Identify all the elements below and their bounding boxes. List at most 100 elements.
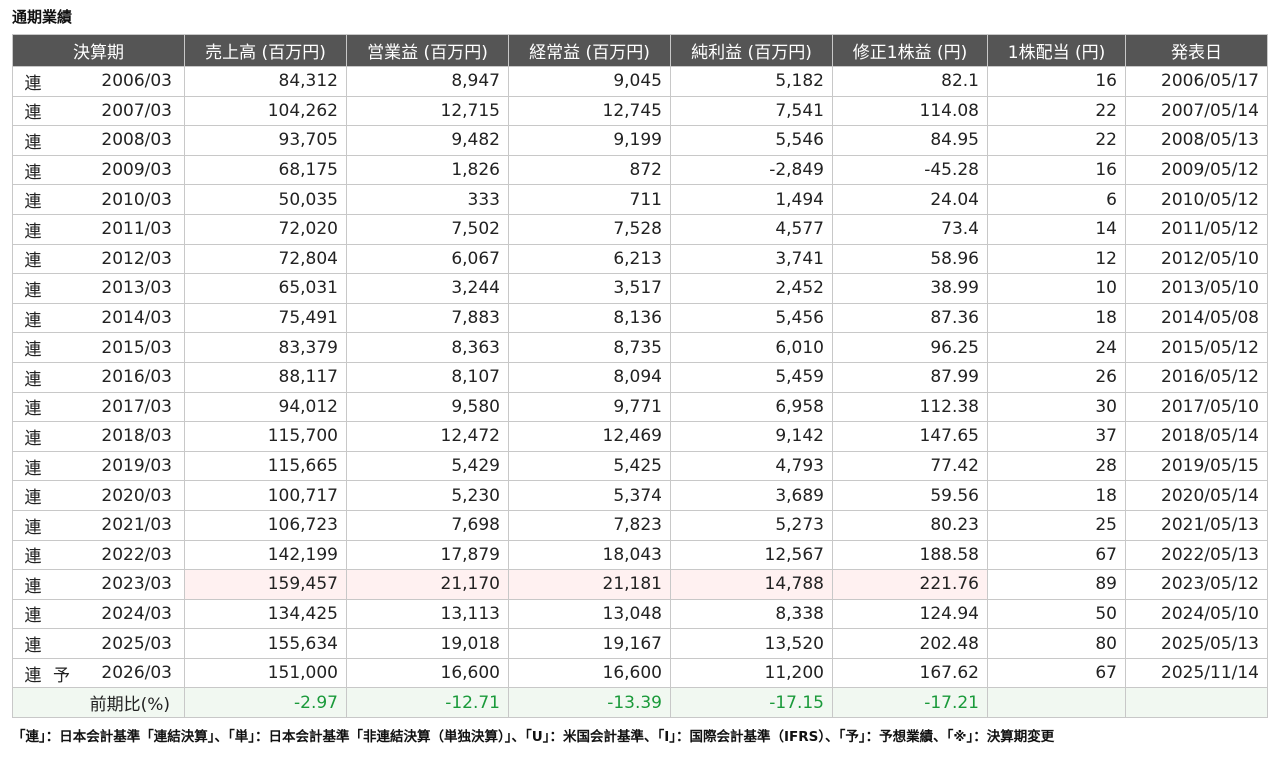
eps-cell: 202.48 [832,628,988,659]
accounting-type: 連 [24,458,42,479]
header-period[interactable]: 決算期 [12,34,185,67]
operating-income-cell: 16,600 [346,657,509,689]
table-row: 連 2017/03 94,012 9,580 9,771 6,958 112.38 30 201… [12,391,1268,423]
announce-date-cell: 2010/05/12 [1125,184,1268,215]
operating-income-cell: 5,429 [346,450,509,482]
eps-cell: 87.36 [832,302,988,334]
fiscal-period: 2024/03 [101,603,172,624]
operating-income-cell: 17,879 [346,539,509,571]
operating-income-cell: 5,230 [346,480,509,511]
period-cell: 連 2020/03 [12,480,185,511]
dividend-cell: 14 [987,213,1126,245]
dividend-cell: 67 [987,539,1126,571]
accounting-type: 連 [24,399,42,420]
annual-results-table: 決算期 売上高 (百万円) 営業益 (百万円) 経常益 (百万円) 純利益 (百… [12,34,1268,719]
announce-date-cell: 2021/05/13 [1125,509,1268,541]
period-cell: 連 2014/03 [12,302,185,334]
header-sales[interactable]: 売上高 (百万円) [184,34,347,67]
fiscal-period: 2016/03 [101,367,172,388]
table-row: 連 2023/03 159,457 21,170 21,181 14,788 221.76 8… [12,569,1268,600]
dividend-cell: 16 [987,154,1126,186]
period-cell: 連 2017/03 [12,391,185,423]
header-operating-income[interactable]: 営業益 (百万円) [346,34,509,67]
net-income-cell: 2,452 [670,273,833,304]
ordinary-income-cell: 7,528 [508,213,671,245]
announce-date-cell: 2013/05/10 [1125,273,1268,304]
dividend-cell: 25 [987,509,1126,541]
announce-date-cell: 2008/05/13 [1125,125,1268,156]
header-net-income[interactable]: 純利益 (百万円) [670,34,833,67]
dividend-cell: 26 [987,361,1126,393]
accounting-type: 連 [24,547,42,568]
ordinary-income-cell: 16,600 [508,657,671,689]
announce-date-cell: 2019/05/15 [1125,450,1268,482]
fiscal-period: 2012/03 [101,248,172,269]
forecast-mark: 予 [53,665,70,686]
period-cell: 連 2006/03 [12,66,185,97]
period-cell: 連 2012/03 [12,243,185,275]
fiscal-period: 2022/03 [101,544,172,565]
announce-date-cell: 2023/05/12 [1125,569,1268,600]
ordinary-income-cell: 12,469 [508,421,671,452]
fiscal-period: 2018/03 [101,426,172,447]
table-row: 連 2006/03 84,312 8,947 9,045 5,182 82.1 16 2006/… [12,66,1268,97]
fiscal-period: 2011/03 [101,219,172,240]
announce-date-cell: 2025/11/14 [1125,657,1268,689]
eps-cell: 82.1 [832,66,988,97]
header-dividend[interactable]: 1株配当 (円) [987,34,1126,67]
announce-date-cell: 2018/05/14 [1125,421,1268,452]
yoy-ratio-label: 前期比(%) [12,687,185,719]
net-income-cell: 5,273 [670,509,833,541]
accounting-type: 連 [24,636,42,657]
table-row: 連 2013/03 65,031 3,244 3,517 2,452 38.99 10 2013… [12,273,1268,304]
period-cell: 連 2009/03 [12,154,185,186]
table-header-row: 決算期 売上高 (百万円) 営業益 (百万円) 経常益 (百万円) 純利益 (百… [12,34,1268,67]
yoy-ratio-row: 前期比(%) -2.97 -12.71 -13.39 -17.15 -17.21 [12,687,1268,719]
fiscal-period: 2007/03 [101,100,172,121]
fiscal-period: 2008/03 [101,130,172,151]
yoy-dividend [987,687,1126,719]
operating-income-cell: 7,883 [346,302,509,334]
operating-income-cell: 12,472 [346,421,509,452]
fiscal-period: 2026/03 [101,663,172,684]
net-income-cell: 5,182 [670,66,833,97]
dividend-cell: 67 [987,657,1126,689]
yoy-eps: -17.21 [832,687,988,719]
accounting-type: 連 [24,192,42,213]
accounting-type: 連 [24,576,42,597]
eps-cell: 188.58 [832,539,988,571]
ordinary-income-cell: 7,823 [508,509,671,541]
fiscal-period: 2020/03 [101,485,172,506]
net-income-cell: 13,520 [670,628,833,659]
dividend-cell: 16 [987,66,1126,97]
ordinary-income-cell: 13,048 [508,598,671,630]
sales-cell: 151,000 [184,657,347,689]
yoy-ordinary-income: -13.39 [508,687,671,719]
ordinary-income-cell: 21,181 [508,569,671,600]
accounting-type: 連 [24,369,42,390]
period-cell: 連 2013/03 [12,273,185,304]
table-row: 連 2015/03 83,379 8,363 8,735 6,010 96.25 24 2015… [12,332,1268,363]
fiscal-period: 2006/03 [101,71,172,92]
header-ordinary-income[interactable]: 経常益 (百万円) [508,34,671,67]
operating-income-cell: 6,067 [346,243,509,275]
fiscal-period: 2025/03 [101,633,172,654]
operating-income-cell: 8,363 [346,332,509,363]
net-income-cell: 5,456 [670,302,833,334]
table-row: 連 2021/03 106,723 7,698 7,823 5,273 80.23 25 202… [12,509,1268,541]
header-eps[interactable]: 修正1株益 (円) [832,34,988,67]
eps-cell: 96.25 [832,332,988,363]
eps-cell: 77.42 [832,450,988,482]
ordinary-income-cell: 9,199 [508,125,671,156]
ordinary-income-cell: 9,771 [508,391,671,423]
period-cell: 連 2022/03 [12,539,185,571]
header-announce-date[interactable]: 発表日 [1125,34,1268,67]
eps-cell: 84.95 [832,125,988,156]
ordinary-income-cell: 9,045 [508,66,671,97]
net-income-cell: 6,958 [670,391,833,423]
ordinary-income-cell: 8,735 [508,332,671,363]
eps-cell: 59.56 [832,480,988,511]
operating-income-cell: 21,170 [346,569,509,600]
legend-note: 「連」：日本会計基準「連結決算」、「単」：日本会計基準「非連結決算（単独決算）」… [12,729,1055,745]
eps-cell: 114.08 [832,95,988,127]
